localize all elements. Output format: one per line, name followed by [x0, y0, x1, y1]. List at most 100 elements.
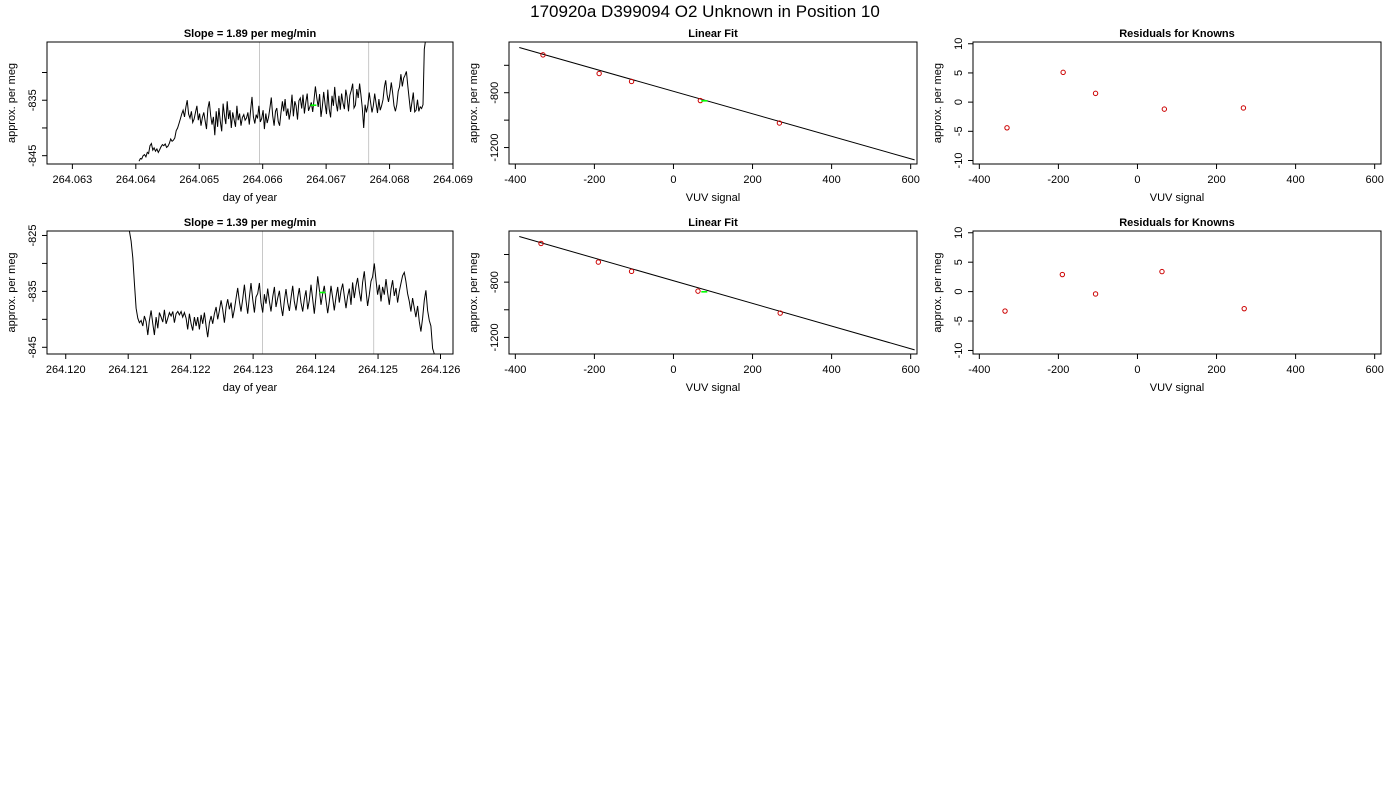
x-tick-label: -200 — [583, 174, 605, 186]
data-point — [1241, 305, 1247, 312]
x-axis-label: day of year — [223, 382, 278, 394]
x-tick-label: 264.066 — [243, 174, 283, 186]
page-title: 170920a D399094 O2 Unknown in Position 1… — [530, 2, 880, 21]
x-tick-label: -400 — [968, 174, 990, 186]
data-point — [1092, 291, 1099, 297]
plot-area — [1002, 268, 1247, 314]
x-tick-label: 264.065 — [179, 174, 219, 186]
x-tick-label: 200 — [743, 364, 761, 376]
x-tick-label: 264.123 — [233, 364, 273, 376]
y-axis-label: approx. per meg — [932, 252, 944, 332]
x-tick-label: 0 — [1134, 364, 1140, 376]
plot-area — [138, 42, 426, 164]
chart-panel-3: Residuals for Knowns VUV signal approx. pe… — [932, 28, 1384, 204]
data-point — [1159, 268, 1165, 275]
plot-area — [128, 231, 435, 354]
chart-panels: Slope = 1.89 per meg/min day of year appro… — [6, 28, 1384, 394]
x-tick-label: 200 — [1207, 364, 1225, 376]
y-axis-label: approx. per meg — [468, 63, 480, 143]
data-point — [777, 310, 783, 316]
x-tick-label: 400 — [1286, 174, 1304, 186]
y-tick-label: -800 — [489, 271, 501, 293]
y-tick-label: -845 — [27, 336, 39, 358]
data-point — [596, 70, 602, 77]
data-point — [595, 259, 602, 265]
x-tick-label: -200 — [583, 364, 605, 376]
x-tick-label: 200 — [1207, 174, 1225, 186]
plot-frame — [972, 230, 1382, 355]
panel-title: Linear Fit — [688, 217, 738, 229]
y-tick-label: 10 — [953, 38, 965, 50]
x-tick-label: 264.069 — [433, 174, 473, 186]
x-tick-label: 400 — [822, 174, 840, 186]
data-point — [1002, 308, 1008, 314]
x-tick-label: 400 — [1286, 364, 1304, 376]
x-axis-label: VUV signal — [686, 192, 740, 204]
y-tick-label: -845 — [27, 145, 39, 167]
data-point — [1004, 125, 1010, 131]
y-axis-label: approx. per meg — [468, 252, 480, 332]
x-tick-label: 600 — [1365, 174, 1383, 186]
panel-title: Slope = 1.39 per meg/min — [184, 217, 317, 229]
chart-panel-1: Slope = 1.89 per meg/min day of year appro… — [6, 28, 473, 204]
data-point — [1240, 105, 1247, 111]
x-tick-label: 264.126 — [421, 364, 461, 376]
x-tick-label: 264.063 — [52, 174, 92, 186]
x-tick-label: -400 — [504, 364, 526, 376]
plot-area — [519, 236, 915, 351]
x-tick-label: 264.067 — [306, 174, 346, 186]
data-point — [1161, 106, 1168, 112]
x-tick-label: -200 — [1047, 174, 1069, 186]
data-point — [538, 240, 544, 247]
y-tick-label: -10 — [953, 343, 965, 359]
data-point — [628, 78, 635, 85]
data-point — [1092, 90, 1099, 97]
x-tick-label: 264.125 — [358, 364, 398, 376]
x-tick-label: 264.068 — [370, 174, 410, 186]
plot-frame — [508, 230, 918, 355]
y-axis-label: approx. per meg — [932, 63, 944, 143]
y-tick-label: 5 — [953, 259, 965, 265]
y-tick-label: -835 — [27, 89, 39, 111]
x-tick-label: 0 — [670, 174, 676, 186]
x-tick-label: 200 — [743, 174, 761, 186]
x-tick-label: 600 — [1365, 364, 1383, 376]
x-tick-label: -200 — [1047, 364, 1069, 376]
data-point — [628, 268, 635, 275]
plot-frame — [508, 41, 918, 165]
y-tick-label: -1200 — [489, 323, 501, 351]
x-tick-label: 600 — [901, 174, 919, 186]
x-tick-label: 264.120 — [46, 364, 86, 376]
panel-title: Linear Fit — [688, 28, 738, 40]
x-tick-label: -400 — [504, 174, 526, 186]
x-axis-label: day of year — [223, 192, 278, 204]
x-tick-label: 264.124 — [296, 364, 336, 376]
x-tick-label: 264.064 — [116, 174, 156, 186]
data-point — [776, 120, 783, 126]
plot-area — [519, 47, 915, 161]
x-tick-label: 600 — [901, 364, 919, 376]
y-tick-label: -5 — [953, 316, 965, 326]
series-line — [128, 231, 435, 354]
data-point — [1059, 271, 1066, 278]
y-tick-label: -10 — [953, 153, 965, 169]
plot-frame — [46, 41, 454, 165]
series-line — [138, 42, 426, 162]
x-axis-label: VUV signal — [1150, 382, 1204, 394]
chart-panel-4: Slope = 1.39 per meg/min day of year appro… — [6, 217, 460, 394]
fit-line — [519, 47, 915, 161]
chart-panel-6: Residuals for Knowns VUV signal approx. pe… — [932, 217, 1384, 394]
y-axis-label: approx. per meg — [6, 63, 18, 143]
data-point — [1060, 69, 1066, 76]
x-tick-label: 0 — [670, 364, 676, 376]
x-tick-label: 400 — [822, 364, 840, 376]
panel-title: Slope = 1.89 per meg/min — [184, 28, 317, 40]
y-tick-label: 0 — [953, 289, 965, 295]
panel-title: Residuals for Knowns — [1119, 28, 1235, 40]
y-tick-label: -800 — [489, 82, 501, 104]
plot-area — [1004, 69, 1247, 131]
y-tick-label: -825 — [27, 224, 39, 246]
chart-panel-5: Linear Fit VUV signal approx. per meg -400 -… — [468, 217, 920, 394]
y-tick-label: -5 — [953, 126, 965, 136]
